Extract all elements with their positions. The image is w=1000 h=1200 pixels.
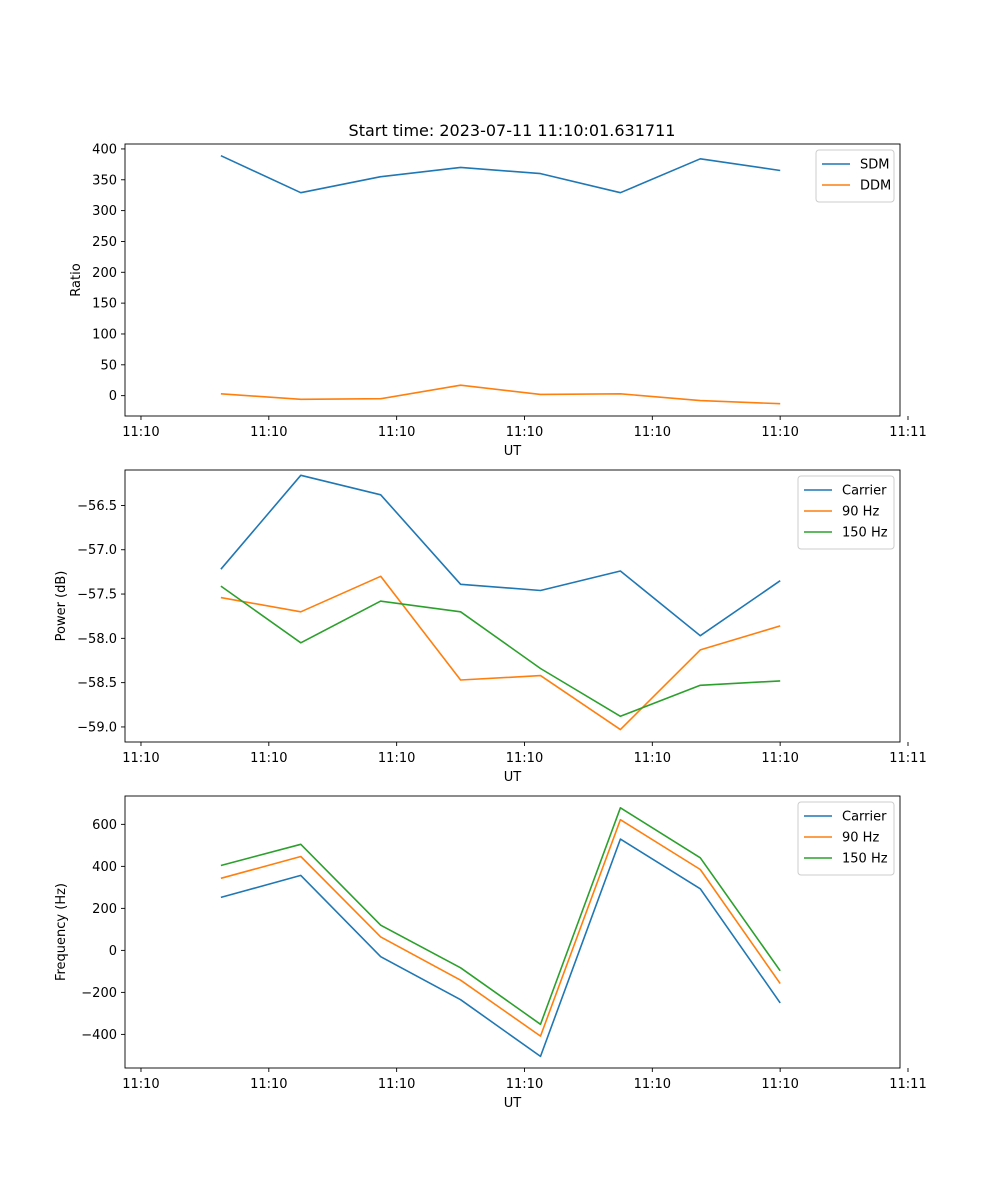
legend-entry: Carrier — [842, 810, 887, 825]
x-tick-label: 11:11 — [889, 751, 926, 766]
series-line-sdm — [220, 154, 781, 194]
x-axis-label: UT — [504, 444, 522, 459]
x-tick-label: 11:10 — [378, 425, 415, 440]
x-tick-label: 11:11 — [889, 1077, 926, 1092]
y-axis-label: Frequency (Hz) — [54, 883, 69, 981]
y-tick-label: 600 — [92, 818, 117, 833]
legend: Carrier 90 Hz 150 Hz — [797, 801, 895, 876]
series-line-carrier — [220, 838, 781, 1058]
series-line-150-hz — [220, 806, 781, 1026]
legend-entry: 150 Hz — [842, 852, 888, 867]
y-tick-label: −57.0 — [77, 543, 117, 558]
legend: SDM DDM — [815, 149, 895, 203]
axes-frame — [124, 469, 901, 743]
y-tick-label: 400 — [92, 860, 117, 875]
legend-entry: 150 Hz — [842, 526, 888, 541]
legend: Carrier 90 Hz 150 Hz — [797, 475, 895, 550]
y-tick-label: −56.5 — [77, 499, 117, 514]
axes-frame — [124, 143, 901, 417]
y-axis-label: Ratio — [69, 263, 84, 296]
x-tick-label: 11:10 — [378, 751, 415, 766]
x-tick-label: 11:10 — [250, 1077, 287, 1092]
x-tick-label: 11:10 — [634, 1077, 671, 1092]
x-axis-label: UT — [504, 1096, 522, 1111]
y-tick-label: 0 — [109, 944, 117, 959]
legend-entry: Carrier — [842, 484, 887, 499]
x-tick-label: 11:10 — [506, 751, 543, 766]
series-line-90-hz — [220, 575, 781, 731]
series-line-150-hz — [220, 585, 781, 718]
ratio-panel: 11:10 11:10 11:10 11:10 11:10 11:10 11:11 0 50 10… — [69, 142, 927, 459]
y-tick-label: 100 — [92, 327, 117, 342]
y-tick-label: −57.5 — [77, 588, 117, 603]
y-tick-label: −59.0 — [77, 720, 117, 735]
series-line-ddm — [220, 384, 781, 405]
legend-entry: 90 Hz — [842, 831, 879, 846]
legend-entry: DDM — [860, 179, 891, 194]
x-tick-label: 11:10 — [634, 751, 671, 766]
y-tick-label: −58.0 — [77, 632, 117, 647]
axes-frame — [124, 795, 901, 1069]
legend-entry: 90 Hz — [842, 505, 879, 520]
frequency-panel: 11:10 11:10 11:10 11:10 11:10 11:10 11:11 −400 −… — [54, 795, 927, 1111]
y-tick-label: −58.5 — [77, 676, 117, 691]
x-axis-label: UT — [504, 770, 522, 785]
y-tick-label: 250 — [92, 235, 117, 250]
y-tick-label: 400 — [92, 142, 117, 157]
x-tick-label: 11:10 — [122, 1077, 159, 1092]
y-tick-label: −200 — [81, 986, 117, 1001]
y-tick-label: 200 — [92, 266, 117, 281]
legend-entry: SDM — [860, 158, 889, 173]
y-tick-label: 150 — [92, 297, 117, 312]
x-tick-label: 11:10 — [506, 1077, 543, 1092]
x-tick-label: 11:10 — [761, 1077, 798, 1092]
y-tick-label: 350 — [92, 173, 117, 188]
x-tick-label: 11:10 — [506, 425, 543, 440]
x-tick-label: 11:10 — [122, 751, 159, 766]
series-line-carrier — [220, 474, 781, 637]
series-line-90-hz — [220, 818, 781, 1037]
power-panel: 11:10 11:10 11:10 11:10 11:10 11:10 11:11 −59.0… — [54, 469, 927, 785]
y-tick-label: 200 — [92, 902, 117, 917]
x-tick-label: 11:10 — [378, 1077, 415, 1092]
x-tick-label: 11:10 — [761, 425, 798, 440]
legend-box — [815, 149, 895, 203]
y-tick-label: 0 — [109, 389, 117, 404]
y-tick-label: −400 — [81, 1028, 117, 1043]
x-tick-label: 11:10 — [761, 751, 798, 766]
x-tick-label: 11:10 — [122, 425, 159, 440]
legend-box — [797, 475, 895, 550]
x-tick-label: 11:10 — [250, 751, 287, 766]
x-tick-label: 11:11 — [889, 425, 926, 440]
x-tick-label: 11:10 — [250, 425, 287, 440]
figure-title: Start time: 2023-07-11 11:10:01.631711 — [349, 121, 676, 140]
y-axis-label: Power (dB) — [54, 571, 69, 642]
y-tick-label: 300 — [92, 204, 117, 219]
x-tick-label: 11:10 — [634, 425, 671, 440]
legend-box — [797, 801, 895, 876]
y-tick-label: 50 — [100, 358, 117, 373]
